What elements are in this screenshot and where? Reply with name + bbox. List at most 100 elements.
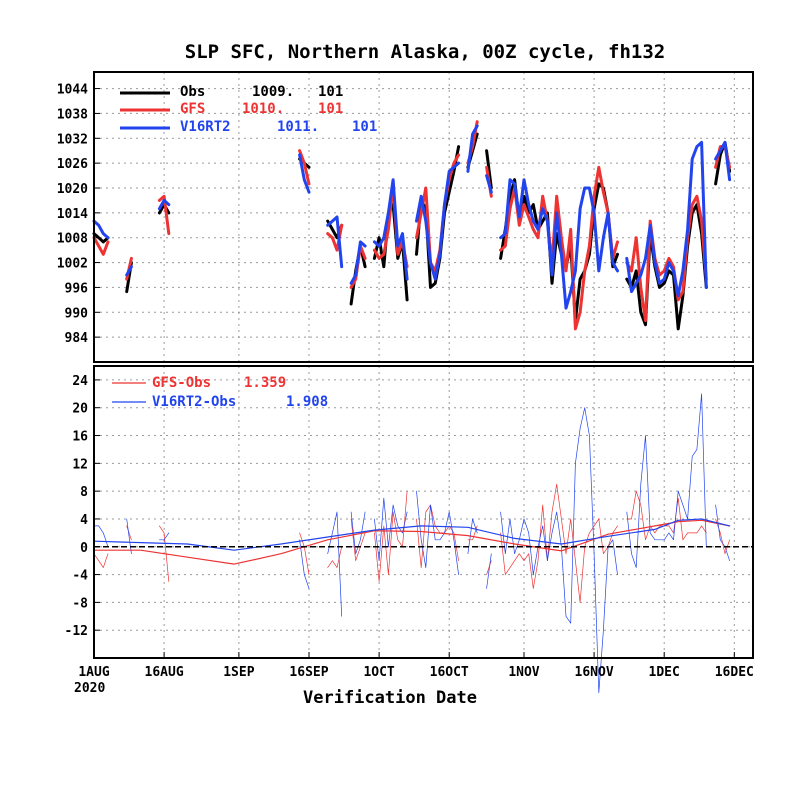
series-line-v16rt2 [349,240,367,285]
legend-v16rt2-obs-label: V16RT2-Obs [152,394,236,410]
y-tick-label: 0 [80,541,88,556]
series-line-v16rt2 [157,198,171,211]
series-line-v16rt2-obs [159,532,170,541]
series-line-v16rt2 [485,174,493,194]
legend-v16rt2-count: 101 [352,119,377,135]
x-tick-label: 1OCT [363,665,394,680]
series-line-v16rt2-obs [715,504,730,562]
legend-obs-label: Obs [180,84,205,100]
series-line-gfs-obs [374,490,408,582]
y-tick-label: 4 [80,513,88,528]
y-tick-label: 1020 [57,182,88,197]
series-line-v16rt2-obs [416,490,459,575]
y-tick-label: 1002 [57,257,88,272]
y-tick-label: -12 [65,624,88,639]
series-line-gfs-obs [626,490,707,541]
series-line-gfs-obs [126,525,132,541]
y-tick-label: 990 [65,306,89,321]
series-line-gfs-obs [93,553,109,568]
y-tick-label: 1032 [57,132,88,147]
series-line-v16rt2 [125,265,133,277]
legend-obs-mean: 1009. [252,84,294,100]
series-line-gfs-obs [500,483,618,603]
x-tick-label: 1AUG [78,665,109,680]
series-line-v16rt2-obs [467,518,478,555]
series-line-v16rt2-obs [486,553,492,589]
series-line-gfs [157,194,171,236]
series-line-obs [485,149,493,190]
series-line-gfs-obs [416,504,459,568]
x-tick-label: 1NOV [508,665,539,680]
series-line-v16rt2-obs [327,511,343,617]
series-line-v16rt2 [466,124,479,173]
x-axis-label: Verification Date [303,688,477,708]
y-tick-label: -8 [72,596,88,611]
x-tick-label: 16AUG [145,665,184,680]
legend-gfs-label: GFS [180,101,205,117]
chart-title: SLP SFC, Northern Alaska, 00Z cycle, fh1… [185,41,665,63]
series-line-v16rt2-obs [500,407,618,694]
x-axis-ticks: 1AUG 16AUG 1SEP 16SEP 1OCT 16OCT 1NOV 16NOV 1DEC… [78,652,754,680]
series-line-v16rt2-obs [126,518,132,555]
series-line-gfs-obs [159,525,170,582]
x-axis-year: 2020 [74,681,105,696]
x-tick-label: 16OCT [430,665,469,680]
series-line-v16rt2 [625,140,708,298]
series-line-gfs [499,165,619,331]
series-line-gfs-obs [350,518,366,562]
series-line-obs [625,203,708,331]
legend-gfs-obs-stat: 1.359 [244,375,286,391]
bottom-panel: -12 -8 -4 0 4 8 12 16 20 24 GFS-Obs 1.359 V16RT2-… [65,365,754,694]
series-line-v16rt2-obs [626,393,707,568]
y-tick-label: 984 [65,331,89,346]
top-panel-frame [93,71,754,363]
bottom-y-axis-ticks: -12 -8 -4 0 4 8 12 16 20 24 [65,374,100,639]
bottom-series-lines [93,393,731,694]
legend-v16rt2-mean: 1011. [277,119,319,135]
y-tick-label: -4 [72,569,88,584]
series-line-gfs [298,149,311,186]
series-line-gfs-obs [486,560,492,575]
legend-gfs-obs-label: GFS-Obs [152,375,211,391]
series-line-v16rt2-obs-running-mean [93,518,731,551]
bottom-panel-frame [93,365,754,659]
series-line-gfs [92,236,110,256]
series-line-v16rt2 [499,178,619,310]
series-line-v16rt2-obs [299,539,310,589]
series-line-v16rt2 [714,140,732,182]
y-tick-label: 8 [80,485,88,500]
y-tick-label: 1038 [57,107,88,122]
y-tick-label: 1044 [57,83,88,98]
y-tick-label: 12 [72,457,88,472]
legend-gfs-count: 101 [318,101,343,117]
legend-v16rt2-label: V16RT2 [180,119,231,135]
top-panel: 984 990 996 1002 1008 1014 1020 1026 1032 1038 104… [57,71,754,363]
x-tick-label: 16DEC [715,665,754,680]
y-tick-label: 1008 [57,232,88,247]
series-line-v16rt2 [415,161,461,281]
legend-obs-count: 101 [318,84,343,100]
x-tick-label: 16SEP [289,665,328,680]
y-tick-label: 1014 [57,207,88,222]
y-tick-label: 996 [65,281,89,296]
series-line-obs [92,232,110,244]
x-tick-label: 1DEC [649,665,680,680]
top-series-lines [92,120,732,331]
y-tick-label: 1026 [57,157,88,172]
top-legend: Obs 1009. 101 GFS 1010. 101 V16RT2 1011.… [120,84,377,135]
legend-v16rt2-obs-stat: 1.908 [286,394,328,410]
series-line-v16rt2 [298,153,311,194]
x-tick-label: 16NOV [575,665,614,680]
legend-gfs-mean: 1010. [242,101,284,117]
series-line-v16rt2 [92,219,110,240]
x-tick-label: 1SEP [223,665,254,680]
top-y-axis-ticks: 984 990 996 1002 1008 1014 1020 1026 1032 1038 104… [57,83,100,346]
bottom-legend: GFS-Obs 1.359 V16RT2-Obs 1.908 [112,375,328,410]
series-line-gfs-obs [299,532,310,575]
y-tick-label: 20 [72,402,88,417]
y-tick-label: 24 [72,374,88,389]
series-line-v16rt2 [372,178,409,281]
series-line-v16rt2-obs [93,525,109,548]
series-line-v16rt2 [326,215,344,269]
